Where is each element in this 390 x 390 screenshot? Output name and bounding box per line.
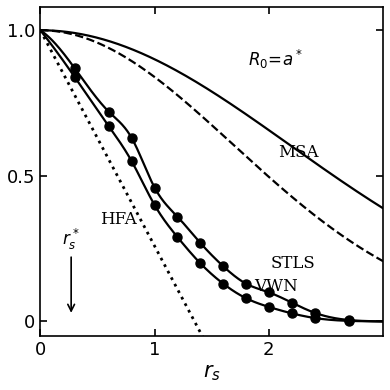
X-axis label: $r_s$: $r_s$ <box>203 363 221 383</box>
Text: $r_s^*$: $r_s^*$ <box>62 227 80 311</box>
Text: STLS: STLS <box>271 255 316 272</box>
Text: MSA: MSA <box>278 144 319 161</box>
Text: VWN: VWN <box>254 278 298 295</box>
Text: HFA: HFA <box>100 211 136 228</box>
Text: $R_0\!=\!a^*$: $R_0\!=\!a^*$ <box>248 48 303 71</box>
